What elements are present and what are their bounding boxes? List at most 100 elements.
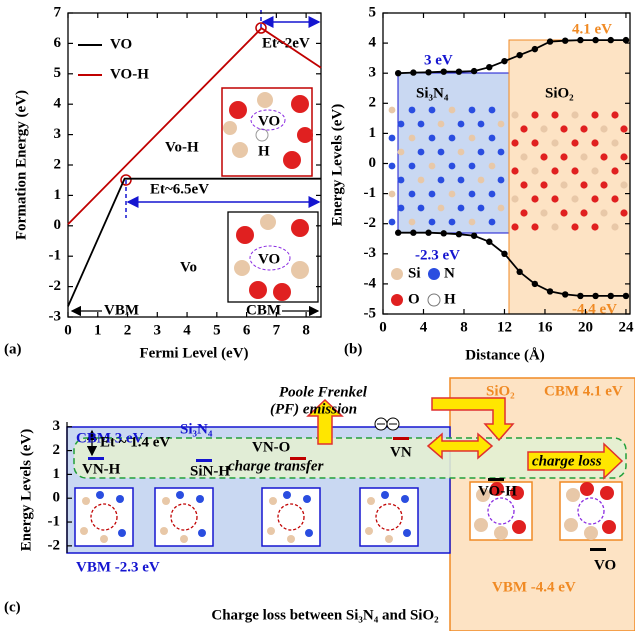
atom	[389, 107, 396, 114]
panel-label: (a)	[4, 341, 22, 357]
y-axis-label: Energy Levels (eV)	[18, 429, 34, 551]
atom	[458, 205, 465, 212]
atom	[438, 205, 445, 212]
legend-swatch	[428, 294, 440, 306]
data-point	[441, 68, 447, 74]
y-tick-label: 1	[369, 125, 377, 141]
data-point	[501, 58, 507, 64]
atom	[449, 163, 456, 170]
atom	[449, 107, 456, 114]
si3n4-region	[398, 73, 509, 233]
atom	[620, 209, 627, 216]
atom	[398, 121, 405, 128]
atom	[600, 209, 607, 216]
defect-label: VN-H	[82, 461, 121, 477]
region-label: SiO₂	[486, 383, 515, 399]
atom	[389, 135, 396, 142]
atom	[531, 139, 538, 146]
data-point	[456, 68, 462, 74]
annotation: Et~6.5eV	[150, 181, 209, 197]
x-tick-label: 3	[154, 322, 162, 338]
x-tick-label: 0	[64, 322, 72, 338]
atom	[478, 149, 485, 156]
atom	[611, 111, 618, 118]
atom	[494, 526, 508, 540]
atom	[96, 491, 104, 499]
region-label: Si₃N₄	[180, 421, 213, 437]
atom	[551, 111, 558, 118]
atom	[100, 535, 108, 543]
x-tick-label: 6	[243, 322, 251, 338]
atom	[469, 107, 476, 114]
atom	[531, 111, 538, 118]
atom	[551, 167, 558, 174]
data-point	[562, 291, 568, 297]
data-point	[532, 46, 538, 52]
data-point	[532, 281, 538, 287]
atom	[600, 486, 614, 500]
defect-label: VO	[594, 557, 616, 573]
data-point	[456, 231, 462, 237]
atom	[418, 149, 425, 156]
atom	[438, 149, 445, 156]
data-point	[592, 37, 598, 43]
atom	[611, 223, 618, 230]
x-tick-label: 5	[213, 322, 221, 338]
y-tick-label: 7	[54, 4, 62, 20]
atom	[180, 535, 188, 543]
atom	[287, 535, 295, 543]
y-tick-label: 1	[53, 466, 61, 482]
atom	[498, 149, 505, 156]
x-tick-label: 4	[420, 319, 428, 335]
y-tick-label: 2	[53, 442, 61, 458]
atom	[489, 219, 496, 226]
atom	[438, 121, 445, 128]
data-point	[486, 64, 492, 70]
legend-label: O	[408, 291, 420, 307]
atom	[429, 191, 436, 198]
annotation: Poole Frenkel	[279, 384, 368, 400]
atom	[540, 181, 547, 188]
legend-swatch	[428, 268, 440, 280]
atom	[512, 520, 526, 534]
y-tick-label: -1	[364, 185, 377, 201]
atom	[591, 195, 598, 202]
region-label: Si₃N₄	[416, 85, 449, 101]
atom	[560, 153, 567, 160]
atom	[611, 195, 618, 202]
atom	[381, 491, 389, 499]
x-tick-label: 1	[94, 322, 102, 338]
atom	[520, 181, 527, 188]
atom	[80, 527, 88, 535]
atom	[367, 497, 375, 505]
atom	[611, 139, 618, 146]
atom	[600, 125, 607, 132]
annotation: 4.1 eV	[572, 21, 612, 37]
legend-swatch	[391, 268, 403, 280]
y-tick-label: 6	[54, 35, 62, 51]
atom	[418, 205, 425, 212]
atom	[449, 191, 456, 198]
data-point	[608, 293, 614, 299]
atom	[469, 135, 476, 142]
atom	[531, 223, 538, 230]
atom	[401, 495, 409, 503]
y-tick-label: 3	[53, 418, 61, 434]
data-point	[516, 269, 522, 275]
x-tick-label: 7	[273, 322, 281, 338]
atom	[551, 139, 558, 146]
atom	[620, 153, 627, 160]
atom	[458, 121, 465, 128]
atom	[520, 153, 527, 160]
atom	[438, 177, 445, 184]
data-point	[486, 239, 492, 245]
y-tick-label: 0	[53, 490, 61, 506]
atom	[591, 223, 598, 230]
y-tick-label: -5	[364, 305, 377, 321]
annotation: (PF) emission	[270, 401, 357, 417]
atom	[584, 526, 598, 540]
annotation: -4.4 eV	[572, 301, 617, 317]
atom	[602, 520, 616, 534]
atom	[551, 195, 558, 202]
atom	[551, 223, 558, 230]
